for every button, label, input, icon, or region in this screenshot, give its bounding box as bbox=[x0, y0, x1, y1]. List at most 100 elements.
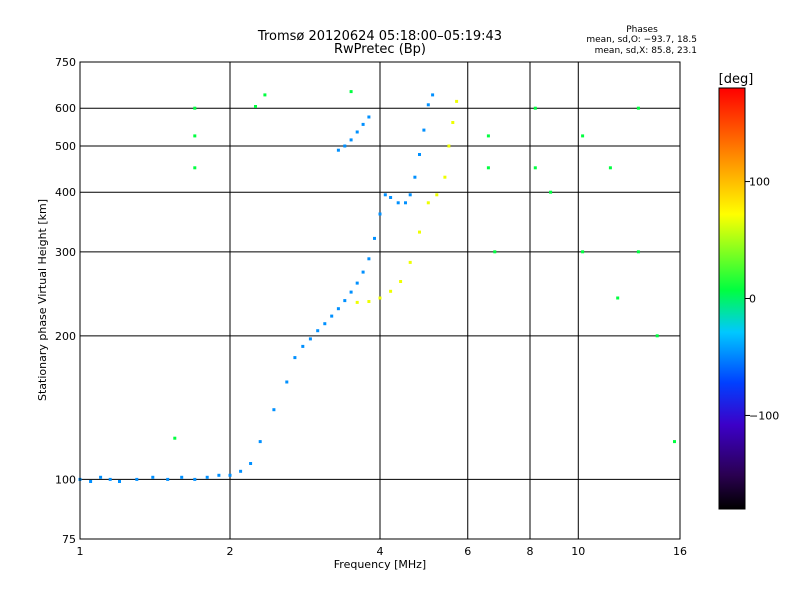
y-tick-label: 200 bbox=[55, 330, 76, 343]
data-point bbox=[343, 144, 347, 148]
y-tick-label: 75 bbox=[62, 533, 76, 546]
colorbar bbox=[718, 87, 746, 510]
y-tick-label: 400 bbox=[55, 186, 76, 199]
colorbar-tick-label: 0 bbox=[749, 293, 756, 306]
data-point bbox=[293, 356, 297, 360]
grid-layer bbox=[80, 62, 680, 539]
data-point bbox=[258, 440, 262, 444]
data-point bbox=[673, 440, 676, 444]
phase-stats-o: mean, sd,O: −93.7, 18.5 bbox=[586, 35, 697, 45]
x-tick-label: 16 bbox=[673, 545, 687, 558]
colorbar-tick-label: 100 bbox=[749, 176, 770, 189]
data-point bbox=[308, 337, 312, 341]
data-point bbox=[431, 93, 435, 97]
y-axis-label: Stationary phase Virtual Height [km] bbox=[36, 199, 49, 401]
data-point bbox=[355, 130, 359, 134]
data-point bbox=[285, 380, 289, 384]
data-point bbox=[254, 105, 257, 108]
data-point bbox=[373, 236, 376, 240]
data-point bbox=[239, 469, 243, 473]
y-tick-label: 750 bbox=[55, 56, 76, 69]
x-tick-label: 6 bbox=[464, 545, 471, 558]
data-point bbox=[426, 103, 430, 107]
data-point bbox=[323, 322, 327, 326]
data-point bbox=[173, 436, 177, 440]
data-point bbox=[408, 193, 412, 197]
y-tick-label: 100 bbox=[55, 473, 76, 486]
data-point bbox=[608, 166, 612, 170]
data-point bbox=[443, 175, 447, 179]
data-point bbox=[118, 480, 121, 483]
data-point bbox=[396, 201, 400, 205]
data-point bbox=[636, 106, 640, 110]
data-point bbox=[549, 190, 553, 194]
data-point bbox=[389, 196, 393, 199]
data-point bbox=[151, 475, 155, 479]
data-point bbox=[493, 250, 497, 254]
data-point bbox=[655, 334, 659, 338]
data-point bbox=[336, 148, 340, 152]
data-point bbox=[486, 134, 490, 138]
colorbar-tick-label: −100 bbox=[749, 409, 779, 422]
data-point bbox=[355, 300, 359, 304]
y-tick-label: 600 bbox=[55, 102, 76, 115]
data-point bbox=[486, 166, 490, 170]
data-point bbox=[581, 250, 585, 254]
x-tick-label: 2 bbox=[227, 545, 234, 558]
data-point bbox=[378, 212, 382, 216]
phase-stats-x: mean, sd,X: 85.8, 23.1 bbox=[595, 46, 697, 56]
data-point bbox=[263, 93, 267, 97]
data-point bbox=[399, 280, 403, 283]
x-tick-labels: 1 2 4 6 8 10 16 bbox=[77, 545, 688, 558]
data-point bbox=[343, 299, 347, 303]
data-point bbox=[99, 475, 103, 479]
phase-stats-heading: Phases bbox=[626, 25, 658, 35]
data-point bbox=[404, 201, 407, 205]
data-point bbox=[330, 314, 334, 318]
data-point bbox=[422, 128, 426, 132]
data-point bbox=[272, 408, 276, 412]
data-point bbox=[193, 106, 197, 110]
data-point bbox=[205, 475, 209, 479]
data-point bbox=[408, 260, 412, 264]
data-point bbox=[301, 344, 305, 348]
colorbar-label: [deg] bbox=[719, 72, 754, 87]
data-point bbox=[367, 115, 371, 119]
data-point bbox=[361, 270, 365, 274]
data-point bbox=[193, 134, 197, 138]
x-axis-label: Frequency [MHz] bbox=[334, 558, 426, 571]
data-point bbox=[135, 477, 139, 481]
data-point bbox=[616, 296, 620, 300]
data-point bbox=[355, 281, 359, 285]
data-point bbox=[249, 462, 253, 465]
data-point bbox=[533, 106, 537, 110]
data-point bbox=[228, 473, 232, 477]
y-tick-labels: 75 100 200 300 400 500 600 750 bbox=[55, 56, 76, 546]
y-tick-label: 500 bbox=[55, 140, 76, 153]
points-layer bbox=[78, 90, 676, 483]
data-point bbox=[378, 296, 382, 300]
colorbar-ticks: 100 0 −100 bbox=[745, 176, 779, 422]
data-point bbox=[108, 477, 112, 481]
data-point bbox=[426, 201, 430, 205]
chart-title: Tromsø 20120624 05:18:00–05:19:43 bbox=[257, 29, 502, 44]
data-point bbox=[361, 122, 365, 126]
data-point bbox=[636, 250, 640, 254]
data-point bbox=[455, 99, 459, 103]
data-point bbox=[89, 480, 93, 483]
data-point bbox=[383, 193, 387, 197]
data-point bbox=[451, 121, 455, 124]
data-point bbox=[367, 300, 371, 303]
data-point bbox=[533, 166, 537, 170]
data-point bbox=[581, 134, 585, 138]
data-point bbox=[435, 193, 439, 197]
data-point bbox=[166, 477, 170, 481]
data-point bbox=[336, 307, 340, 311]
data-point bbox=[316, 329, 320, 333]
data-point bbox=[217, 473, 221, 477]
data-point bbox=[349, 290, 353, 294]
data-point bbox=[349, 138, 353, 142]
data-point bbox=[418, 230, 421, 234]
